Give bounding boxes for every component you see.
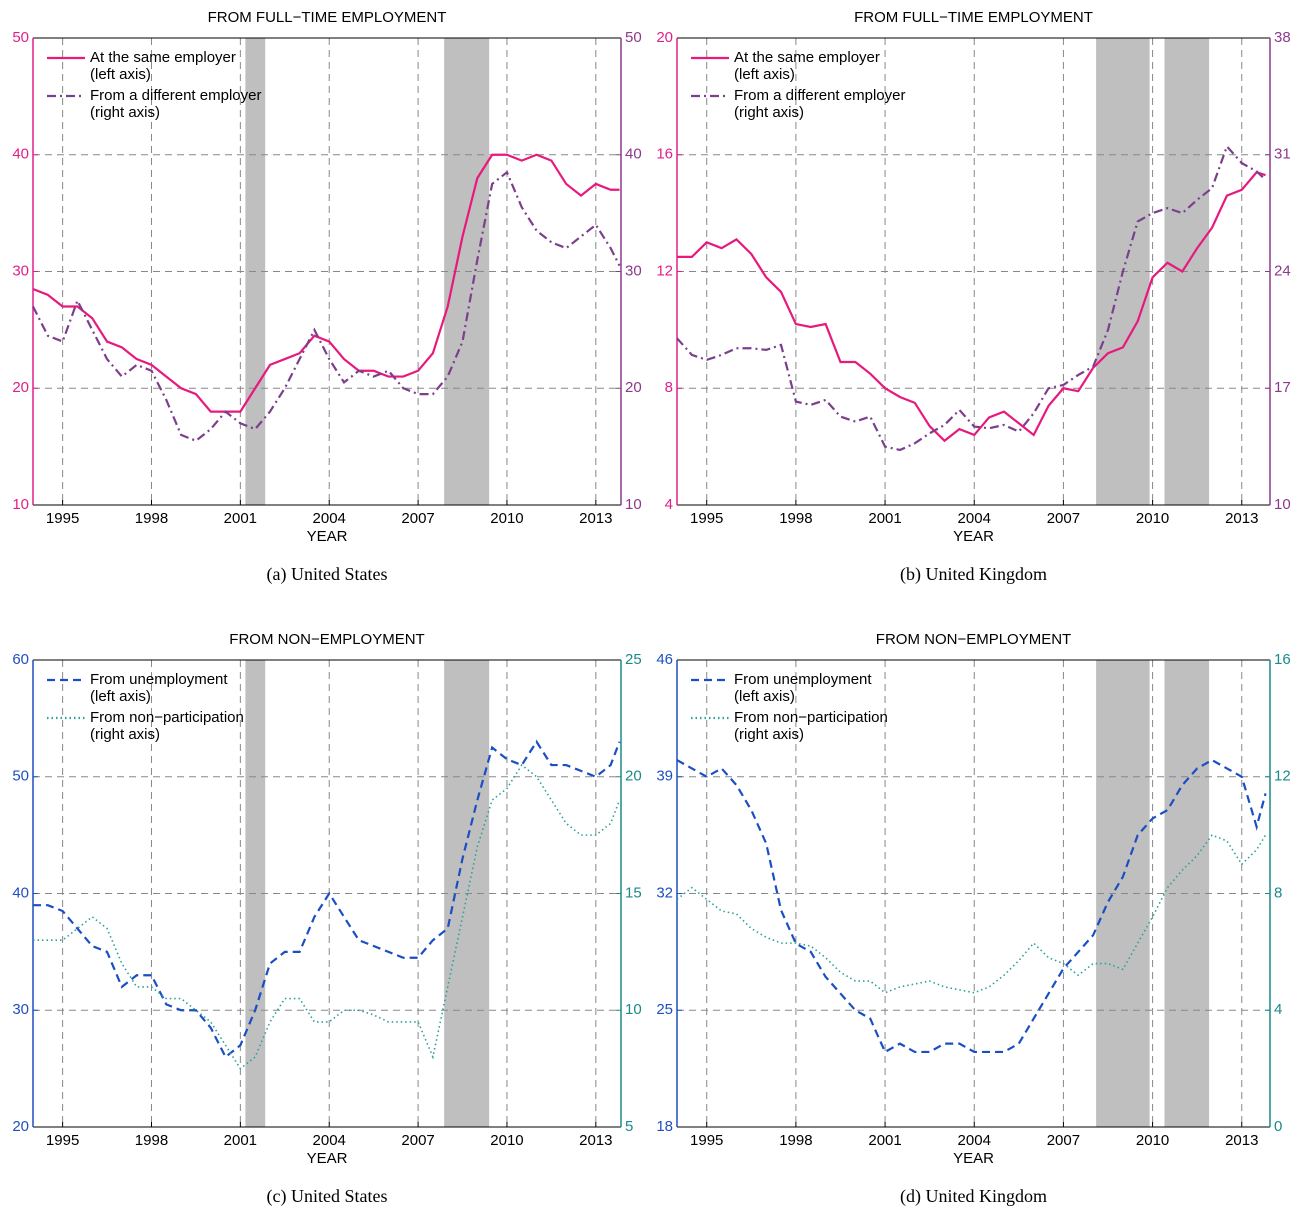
x-tick-label: 1998 — [779, 1132, 812, 1149]
y2-tick-label: 20 — [625, 379, 642, 396]
y2-tick-label: 5 — [625, 1118, 633, 1135]
series-line — [33, 763, 621, 1070]
legend-label: From unemployment (left axis) — [734, 671, 872, 705]
caption: (d) United Kingdom — [900, 1186, 1047, 1207]
x-tick-label: 2013 — [579, 510, 612, 527]
x-tick-label: 2004 — [958, 1132, 991, 1149]
y-tick-label: 4 — [665, 496, 673, 513]
y-tick-label: 20 — [12, 1118, 29, 1135]
y-tick-label: 18 — [656, 1118, 673, 1135]
y2-tick-label: 38 — [1274, 29, 1291, 46]
x-axis-label: YEAR — [953, 1150, 994, 1167]
y2-tick-label: 12 — [1274, 768, 1291, 785]
x-tick-label: 2004 — [313, 510, 346, 527]
y-tick-label: 30 — [12, 262, 29, 279]
y2-tick-label: 50 — [625, 29, 642, 46]
y-tick-label: 8 — [665, 379, 673, 396]
y-tick-label: 46 — [656, 651, 673, 668]
y2-tick-label: 0 — [1274, 1118, 1282, 1135]
x-tick-label: 2007 — [401, 510, 434, 527]
x-axis-label: YEAR — [307, 1150, 348, 1167]
x-tick-label: 2004 — [958, 510, 991, 527]
y-tick-label: 40 — [12, 146, 29, 163]
x-tick-label: 2001 — [868, 510, 901, 527]
legend-label: From unemployment (left axis) — [90, 671, 228, 705]
x-tick-label: 2013 — [1225, 1132, 1258, 1149]
x-tick-label: 2001 — [224, 1132, 257, 1149]
y2-tick-label: 10 — [625, 1001, 642, 1018]
y-tick-label: 20 — [12, 379, 29, 396]
y2-tick-label: 10 — [1274, 496, 1291, 513]
x-tick-label: 1995 — [690, 510, 723, 527]
chart-title: FROM FULL−TIME EMPLOYMENT — [854, 9, 1093, 26]
y2-tick-label: 20 — [625, 768, 642, 785]
x-tick-label: 1995 — [46, 1132, 79, 1149]
x-axis-label: YEAR — [307, 528, 348, 545]
y2-tick-label: 4 — [1274, 1001, 1282, 1018]
y2-tick-label: 24 — [1274, 262, 1291, 279]
y-tick-label: 39 — [656, 768, 673, 785]
y2-tick-label: 16 — [1274, 651, 1291, 668]
x-tick-label: 2004 — [313, 1132, 346, 1149]
x-tick-label: 2010 — [490, 510, 523, 527]
x-tick-label: 2001 — [868, 1132, 901, 1149]
caption: (b) United Kingdom — [900, 564, 1047, 585]
x-tick-label: 1998 — [135, 1132, 168, 1149]
x-tick-label: 2007 — [1047, 1132, 1080, 1149]
x-tick-label: 1995 — [46, 510, 79, 527]
series-line — [32, 153, 620, 413]
x-tick-label: 2007 — [401, 1132, 434, 1149]
y-tick-label: 25 — [656, 1001, 673, 1018]
x-tick-label: 2010 — [1136, 510, 1169, 527]
y2-tick-label: 25 — [625, 651, 642, 668]
x-tick-label: 2013 — [1225, 510, 1258, 527]
legend-label: From a different employer (right axis) — [90, 87, 262, 121]
y2-tick-label: 40 — [625, 146, 642, 163]
y-tick-label: 10 — [12, 496, 29, 513]
y-tick-label: 40 — [12, 884, 29, 901]
y-tick-label: 16 — [656, 146, 673, 163]
series-line — [676, 758, 1267, 1054]
y-tick-label: 30 — [12, 1001, 29, 1018]
legend-label: At the same employer (left axis) — [90, 49, 236, 83]
y-tick-label: 50 — [12, 29, 29, 46]
y-tick-label: 12 — [656, 262, 673, 279]
y-tick-label: 60 — [12, 651, 29, 668]
x-tick-label: 1998 — [779, 510, 812, 527]
x-tick-label: 2010 — [1136, 1132, 1169, 1149]
y2-tick-label: 10 — [625, 496, 642, 513]
caption: (c) United States — [267, 1186, 388, 1207]
x-tick-label: 2013 — [579, 1132, 612, 1149]
legend-label: At the same employer (left axis) — [734, 49, 880, 83]
chart-title: FROM NON−EMPLOYMENT — [229, 631, 424, 648]
x-tick-label: 2001 — [224, 510, 257, 527]
y2-tick-label: 17 — [1274, 379, 1291, 396]
caption: (a) United States — [267, 564, 388, 585]
x-axis-label: YEAR — [953, 528, 994, 545]
x-tick-label: 1998 — [135, 510, 168, 527]
legend-label: From non−participation (right axis) — [734, 709, 888, 743]
y2-tick-label: 8 — [1274, 884, 1282, 901]
y2-tick-label: 31 — [1274, 146, 1291, 163]
legend-label: From non−participation (right axis) — [90, 709, 244, 743]
x-tick-label: 1995 — [690, 1132, 723, 1149]
x-tick-label: 2010 — [490, 1132, 523, 1149]
y-tick-label: 50 — [12, 768, 29, 785]
legend-label: From a different employer (right axis) — [734, 87, 906, 121]
series-line — [677, 170, 1266, 443]
chart-title: FROM NON−EMPLOYMENT — [876, 631, 1071, 648]
y2-tick-label: 30 — [625, 262, 642, 279]
y-tick-label: 20 — [656, 29, 673, 46]
y-tick-label: 32 — [656, 884, 673, 901]
series-line — [33, 739, 621, 1059]
x-tick-label: 2007 — [1047, 510, 1080, 527]
series-line — [676, 144, 1267, 452]
y2-tick-label: 15 — [625, 884, 642, 901]
series-line — [32, 170, 621, 443]
chart-title: FROM FULL−TIME EMPLOYMENT — [208, 9, 447, 26]
